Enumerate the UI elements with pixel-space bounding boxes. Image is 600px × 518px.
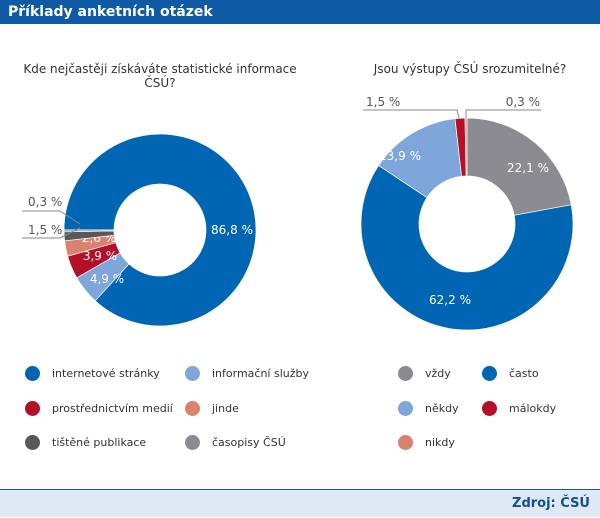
legend-label: prostřednictvím medií — [52, 402, 173, 415]
legend-swatch — [398, 401, 413, 416]
slice-časopisy-ČSÚ — [63, 229, 115, 233]
legend-label: jinde — [212, 402, 239, 415]
slice-často — [360, 165, 574, 331]
legend-item: málokdy — [482, 401, 556, 416]
legend-label: vždy — [425, 367, 451, 380]
legend-item: informační služby — [185, 366, 309, 381]
legend-item: tištěné publikace — [25, 435, 146, 450]
leader-line — [363, 109, 460, 119]
data-label: 0,3 % — [506, 95, 540, 109]
legend-swatch — [185, 435, 200, 450]
legend-swatch — [482, 366, 497, 381]
legend-label: internetové stránky — [52, 367, 160, 380]
slice-vždy — [466, 117, 572, 216]
legend-label: často — [509, 367, 539, 380]
data-label: 0,3 % — [28, 195, 62, 209]
legend-item: někdy — [398, 401, 459, 416]
legend-label: tištěné publikace — [52, 436, 147, 449]
slice-nikdy — [464, 117, 468, 177]
legend-label: málokdy — [509, 402, 557, 415]
legend-swatch — [482, 401, 497, 416]
data-label: 62,2 % — [429, 293, 471, 307]
legend-label: nikdy — [425, 436, 455, 449]
header-title: Příklady anketních otázek — [0, 0, 600, 24]
legend-label: informační služby — [212, 367, 310, 380]
legend-item: prostřednictvím medií — [25, 401, 173, 416]
legend-swatch — [25, 435, 40, 450]
data-label: 4,9 % — [90, 272, 124, 286]
chart-title-left: Kde nejčastěji získáváte statistické inf… — [23, 62, 297, 90]
data-label: 1,5 % — [366, 95, 400, 109]
leader-line — [22, 210, 81, 225]
legend-item: internetové stránky — [25, 366, 160, 381]
legend-label: časopisy ČSÚ — [212, 436, 286, 449]
legend-swatch — [398, 366, 413, 381]
legend-swatch — [25, 366, 40, 381]
data-label: 3,9 % — [83, 249, 117, 263]
legend-item: často — [482, 366, 539, 381]
legend-swatch — [185, 366, 200, 381]
legend-swatch — [398, 435, 413, 450]
leader-line — [465, 109, 541, 118]
leader-line — [22, 227, 81, 239]
legend-item: vždy — [398, 366, 451, 381]
chart-title-right: Jsou výstupy ČSÚ srozumitelné? — [373, 62, 567, 76]
data-label: 1,5 % — [28, 223, 62, 237]
source-label: Zdroj: ČSÚ — [0, 489, 600, 517]
legend-item: časopisy ČSÚ — [185, 435, 286, 450]
data-label: 86,8 % — [211, 223, 253, 237]
legend-item: nikdy — [398, 435, 455, 450]
legend-label: někdy — [425, 402, 459, 415]
data-label: 22,1 % — [507, 161, 549, 175]
data-label: 13,9 % — [379, 149, 421, 163]
legend-swatch — [185, 401, 200, 416]
slice-internetové-stránky — [63, 133, 257, 327]
legend-item: jinde — [185, 401, 239, 416]
legend-swatch — [25, 401, 40, 416]
